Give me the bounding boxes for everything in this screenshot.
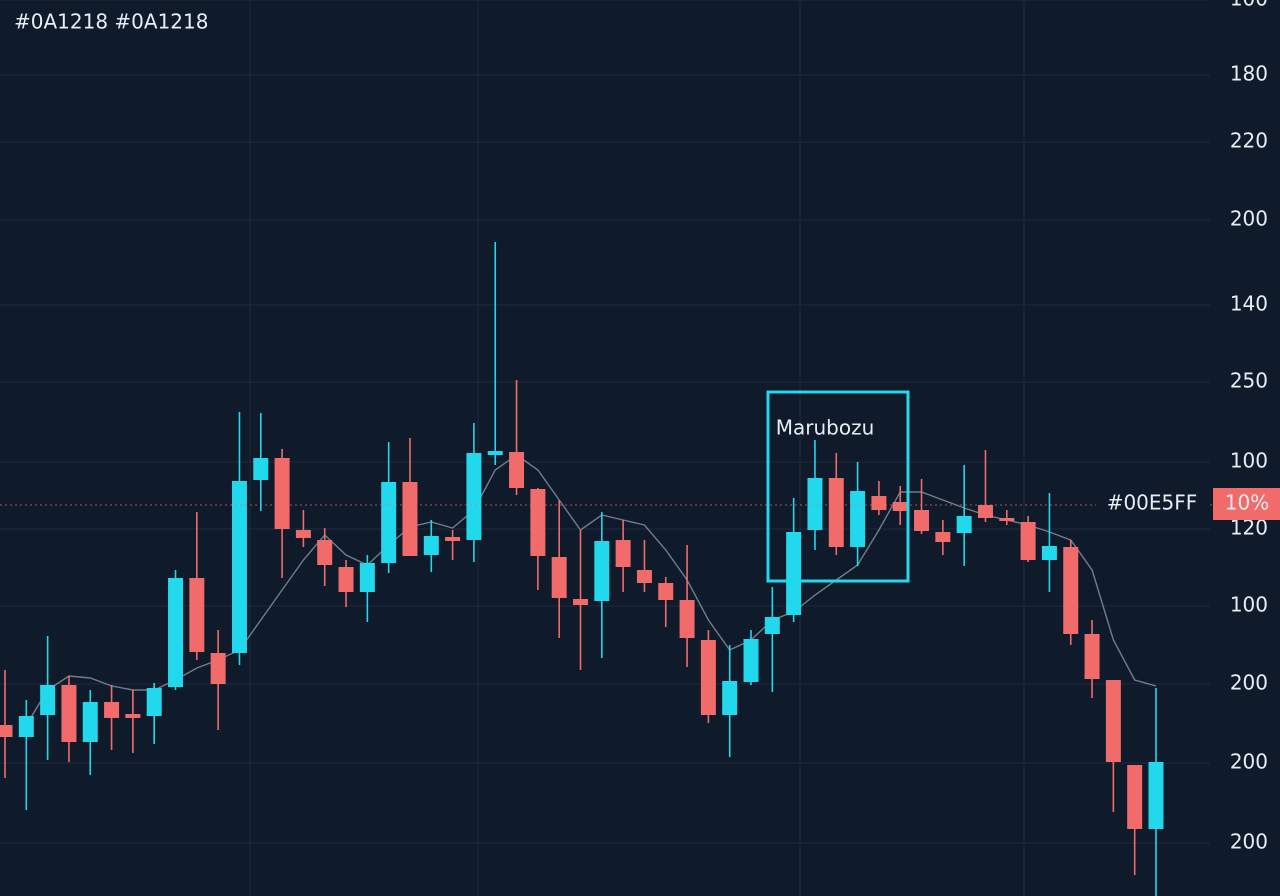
candle-body <box>935 532 951 542</box>
candle-body <box>125 714 141 718</box>
candle-body <box>82 702 98 742</box>
candle-body <box>189 578 205 652</box>
candle-body <box>743 639 759 682</box>
candle-body <box>487 451 503 455</box>
price-label-bg <box>1096 489 1210 521</box>
annotation-text: Marubozu <box>776 416 875 440</box>
y-tick-label: 250 <box>1230 369 1268 393</box>
candle-body <box>764 617 780 634</box>
candle-body <box>146 688 162 716</box>
candle-body <box>18 716 34 737</box>
candle-body <box>636 570 652 583</box>
candle-body <box>168 578 184 687</box>
candle-body <box>850 491 866 547</box>
candle-body <box>253 458 269 480</box>
candle-body <box>786 532 802 615</box>
candle-body <box>1084 634 1100 679</box>
annotation-box <box>766 390 910 583</box>
candle-body <box>359 563 375 592</box>
candle-body <box>402 482 418 556</box>
candle-body <box>1148 762 1164 829</box>
candle-body <box>573 599 588 605</box>
candle-body <box>231 481 247 653</box>
candle-body <box>956 516 972 533</box>
candle-body <box>807 478 823 530</box>
header-text: #0A1218 #0A1218 <box>14 10 208 34</box>
candle-body <box>40 685 56 715</box>
vertical-grid <box>249 0 1025 896</box>
candle-body <box>530 489 546 556</box>
candle-body <box>0 725 13 737</box>
candle-body <box>1020 522 1036 560</box>
series <box>0 242 1213 896</box>
candle-body <box>679 600 695 638</box>
y-tick-label: 140 <box>1230 292 1268 316</box>
candle-body <box>615 540 631 567</box>
candle-body <box>381 482 397 563</box>
candle-body <box>295 530 311 538</box>
candle-body <box>722 681 738 715</box>
y-tick-label: 200 <box>1230 750 1268 774</box>
y-tick-label: 100 <box>1230 449 1268 473</box>
candle-body <box>914 510 930 531</box>
candle-body <box>61 685 77 742</box>
candle-body <box>700 640 716 715</box>
candle-body <box>594 541 610 601</box>
candle-body <box>892 502 908 511</box>
candle-body <box>466 453 482 540</box>
candle-body <box>658 583 674 600</box>
candle-body <box>210 653 226 684</box>
y-tick-label: 100 <box>1230 593 1268 617</box>
candle-body <box>338 567 354 592</box>
candle-body <box>445 537 461 541</box>
candle-body <box>1127 765 1143 829</box>
y-tick-label: 220 <box>1230 129 1268 153</box>
candle-body <box>274 458 290 529</box>
candle-body <box>828 478 844 547</box>
y-tick-label: 200 <box>1230 207 1268 231</box>
price-label: #00E5FF <box>1107 491 1198 515</box>
y-tick-label: 200 <box>1230 671 1268 695</box>
candle-body <box>1105 680 1121 762</box>
candle-body <box>104 702 120 718</box>
y-tick-label: 200 <box>1230 830 1268 854</box>
y-tick-label: 100 <box>1230 0 1268 11</box>
y-axis: 100180220200140250100120100200200200#00E… <box>1096 0 1280 854</box>
candle-body <box>977 505 993 518</box>
candle-body <box>1063 547 1079 634</box>
candle-body <box>999 518 1015 521</box>
price-tag: 10% <box>1225 491 1269 515</box>
y-tick-label: 180 <box>1230 62 1268 86</box>
candle-body <box>423 536 439 555</box>
candle-body <box>551 557 567 598</box>
candle-body <box>317 540 333 565</box>
candle-body <box>509 452 525 488</box>
candle-body <box>871 496 887 510</box>
candle-body <box>1041 546 1057 560</box>
price-tag-bg <box>1213 488 1280 520</box>
